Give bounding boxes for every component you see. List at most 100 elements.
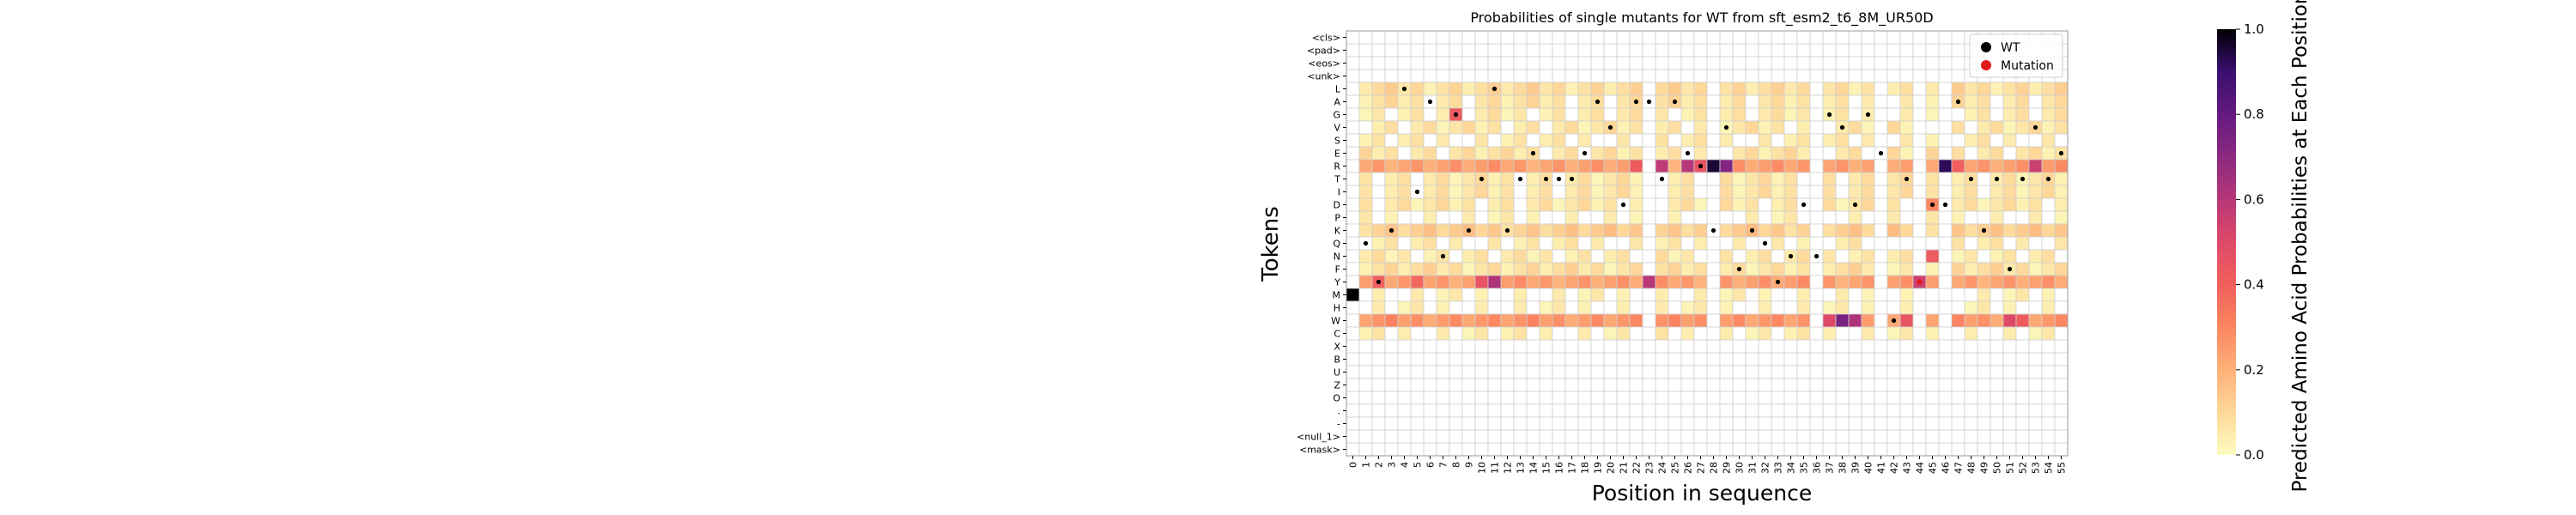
heatmap-cell	[1758, 146, 1772, 161]
heatmap-cell	[1358, 300, 1373, 315]
heatmap-cell	[1346, 82, 1360, 96]
heatmap-cell	[1423, 133, 1437, 148]
heatmap-cell	[1706, 94, 1721, 109]
heatmap-cell	[1474, 391, 1489, 405]
heatmap-cell	[1346, 352, 1360, 367]
heatmap-cell	[1539, 416, 1553, 431]
heatmap-cell	[1590, 223, 1605, 238]
heatmap-cell	[1719, 82, 1734, 96]
wt-marker	[1569, 176, 1575, 182]
heatmap-cell	[1925, 133, 1940, 148]
heatmap-cell	[1964, 236, 1978, 251]
heatmap-cell	[1964, 94, 1978, 109]
heatmap-cell	[2015, 223, 2030, 238]
heatmap-cell	[1977, 197, 1991, 212]
heatmap-cell	[1410, 262, 1425, 276]
heatmap-cell	[1899, 133, 1914, 148]
heatmap-cell	[1990, 94, 2004, 109]
heatmap-cell	[1487, 429, 1502, 444]
heatmap-cell	[1449, 352, 1463, 367]
heatmap-cell	[1449, 339, 1463, 354]
x-tick-label: 46	[1941, 462, 1952, 474]
y-tick-label: N	[1334, 251, 1340, 263]
heatmap-cell	[1590, 288, 1605, 302]
heatmap-cell	[1783, 146, 1798, 161]
heatmap-cell	[1346, 300, 1360, 315]
heatmap-cell	[1539, 313, 1553, 328]
heatmap-cell	[1564, 288, 1579, 302]
heatmap-cell	[1874, 249, 1888, 264]
heatmap-cell	[1577, 378, 1592, 392]
heatmap-cell	[1423, 223, 1437, 238]
heatmap-cell	[1564, 43, 1579, 58]
heatmap-cell	[1449, 94, 1463, 109]
heatmap-cell	[1990, 378, 2004, 392]
heatmap-cell	[1848, 326, 1862, 341]
heatmap-cell	[1513, 94, 1528, 109]
heatmap-cell	[1912, 120, 1927, 135]
heatmap-cell	[1899, 339, 1914, 354]
heatmap-cell	[1796, 69, 1811, 83]
heatmap-cell	[1500, 94, 1515, 109]
wt-marker	[1891, 318, 1897, 324]
heatmap-cell	[1706, 352, 1721, 367]
heatmap-cell	[1526, 236, 1540, 251]
heatmap-cell	[1449, 120, 1463, 135]
heatmap-cell	[1449, 275, 1463, 289]
heatmap-cell	[1577, 403, 1592, 418]
heatmap-cell	[1964, 378, 1978, 392]
heatmap-cell	[1912, 403, 1927, 418]
heatmap-cell	[2054, 416, 2069, 431]
heatmap-cell	[1771, 365, 1785, 379]
heatmap-cell	[1874, 416, 1888, 431]
heatmap-cell	[1925, 442, 1940, 457]
heatmap-cell	[1848, 416, 1862, 431]
heatmap-cell	[1925, 326, 1940, 341]
heatmap-cell	[1603, 172, 1618, 186]
heatmap-cell	[1732, 69, 1747, 83]
colorbar-tick-label: 1.0	[2244, 21, 2264, 37]
heatmap-cell	[1436, 159, 1450, 173]
heatmap-cell	[1796, 223, 1811, 238]
heatmap-cell	[1449, 133, 1463, 148]
colorbar: 0.00.20.40.60.81.0 Predicted Amino Acid …	[2217, 0, 2312, 493]
heatmap-cell	[1796, 210, 1811, 225]
heatmap-cell	[1590, 352, 1605, 367]
heatmap-cell	[1835, 146, 1850, 161]
wt-marker	[1517, 176, 1523, 182]
heatmap-cell	[1487, 159, 1502, 173]
heatmap-cell	[2028, 313, 2043, 328]
heatmap-cell	[1693, 262, 1708, 276]
y-tick-label: Z	[1334, 380, 1340, 391]
heatmap-cell	[1629, 172, 1643, 186]
heatmap-cell	[1346, 172, 1360, 186]
x-tick-label: 4	[1400, 462, 1411, 468]
heatmap-cell	[2054, 185, 2069, 199]
heatmap-cell	[2015, 275, 2030, 289]
heatmap-cell	[1603, 56, 1618, 70]
heatmap-cell	[1809, 403, 1824, 418]
heatmap-cell	[1977, 210, 1991, 225]
heatmap-cell	[1461, 262, 1476, 276]
heatmap-cell	[1912, 30, 1927, 45]
heatmap-cell	[1629, 365, 1643, 379]
heatmap-cell	[1951, 249, 1965, 264]
heatmap-cell	[1346, 313, 1360, 328]
heatmap-cell	[1732, 210, 1747, 225]
heatmap-cell	[1706, 146, 1721, 161]
heatmap-cell	[1706, 159, 1721, 173]
heatmap-cell	[1938, 159, 1953, 173]
heatmap-cell	[1886, 391, 1901, 405]
heatmap-cell	[1745, 352, 1759, 367]
heatmap-cell	[1977, 236, 1991, 251]
heatmap-cell	[1809, 365, 1824, 379]
heatmap-cell	[1346, 339, 1360, 354]
heatmap-cell	[1668, 378, 1682, 392]
heatmap-cell	[1655, 56, 1669, 70]
heatmap-cell	[1487, 43, 1502, 58]
wt-marker	[1556, 176, 1562, 182]
heatmap-cell	[1668, 82, 1682, 96]
heatmap-cell	[1397, 43, 1412, 58]
x-tick-label: 14	[1528, 462, 1540, 474]
heatmap-cell	[1461, 416, 1476, 431]
